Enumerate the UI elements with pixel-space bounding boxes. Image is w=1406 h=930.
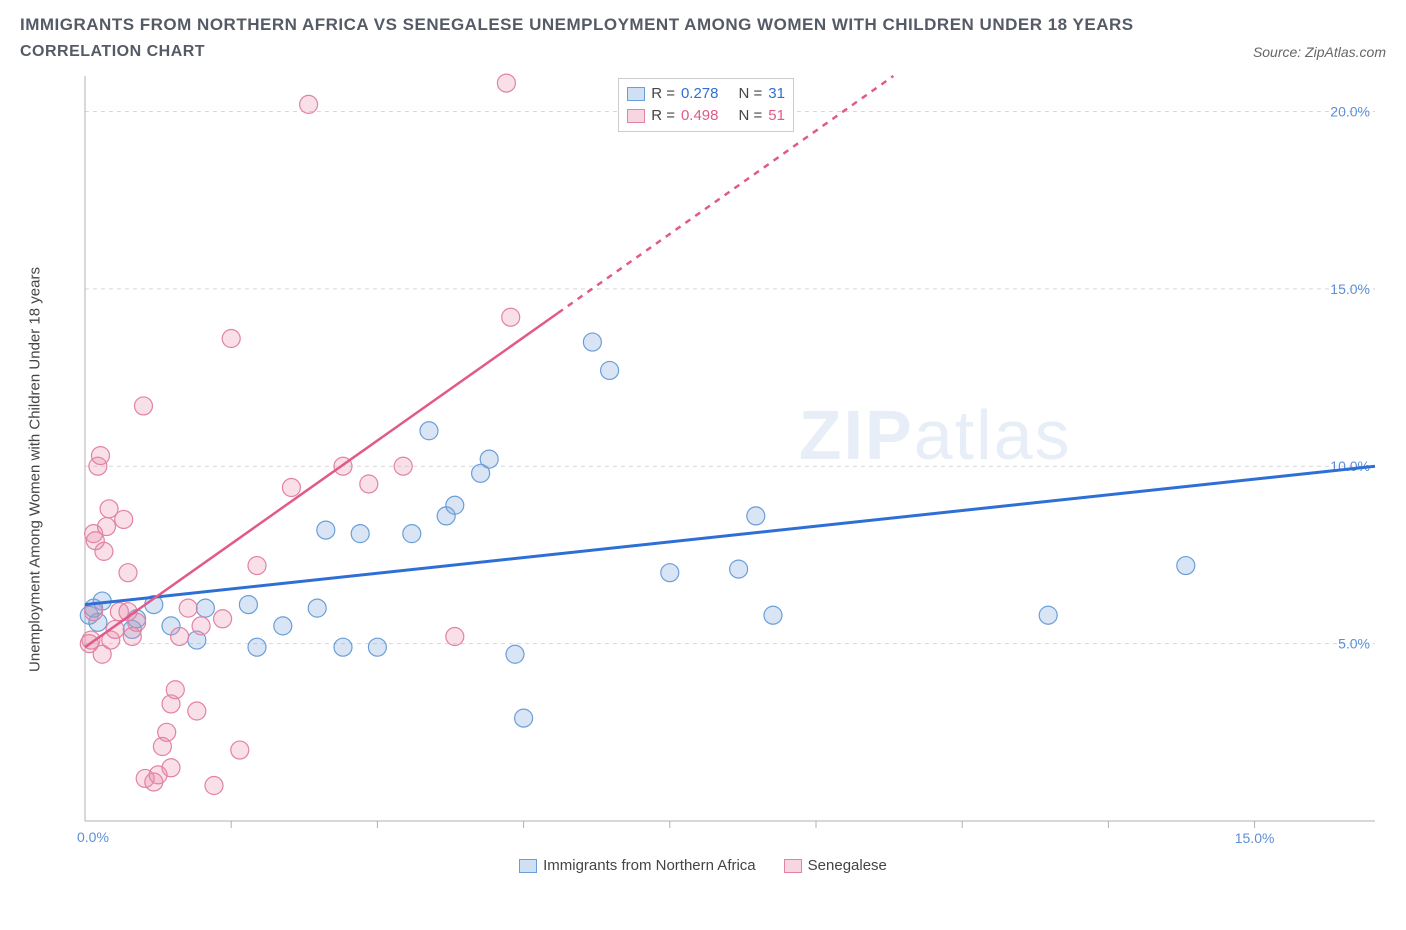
legend-r-label: R =	[651, 83, 675, 105]
data-point	[188, 702, 206, 720]
y-tick-label: 20.0%	[1330, 103, 1370, 119]
data-point	[98, 518, 116, 536]
data-point	[91, 447, 109, 465]
data-point	[179, 599, 197, 617]
data-point	[368, 638, 386, 656]
data-point	[239, 596, 257, 614]
data-point	[282, 479, 300, 497]
data-point	[446, 496, 464, 514]
series-name: Senegalese	[808, 857, 887, 874]
data-point	[274, 617, 292, 635]
data-point	[205, 777, 223, 795]
data-point	[308, 599, 326, 617]
data-point	[764, 606, 782, 624]
legend-swatch	[627, 109, 645, 123]
data-point	[196, 599, 214, 617]
x-origin-label: 0.0%	[77, 829, 109, 845]
legend-r-label: R =	[651, 105, 675, 127]
y-axis-label: Unemployment Among Women with Children U…	[27, 267, 44, 672]
series-name: Immigrants from Northern Africa	[543, 857, 756, 874]
series-legend: Immigrants from Northern Africa Senegales…	[20, 857, 1386, 874]
series-legend-item: Senegalese	[784, 857, 887, 874]
data-point	[248, 638, 266, 656]
legend-n-value: 51	[768, 105, 785, 127]
svg-text:15.0%: 15.0%	[1235, 830, 1275, 846]
data-point	[119, 564, 137, 582]
chart-title: IMMIGRANTS FROM NORTHERN AFRICA VS SENEG…	[20, 15, 1386, 35]
chart-subtitle: CORRELATION CHART	[20, 43, 205, 61]
data-point	[248, 557, 266, 575]
y-tick-label: 5.0%	[1338, 636, 1370, 652]
data-point	[502, 308, 520, 326]
data-point	[317, 521, 335, 539]
data-point	[480, 450, 498, 468]
legend-r-value: 0.278	[681, 83, 719, 105]
data-point	[95, 542, 113, 560]
data-point	[162, 759, 180, 777]
data-point	[394, 457, 412, 475]
scatter-chart: 5.0%10.0%15.0%20.0%15.0%	[70, 71, 1390, 851]
data-point	[166, 681, 184, 699]
data-point	[420, 422, 438, 440]
data-point	[351, 525, 369, 543]
data-point	[134, 397, 152, 415]
data-point	[192, 617, 210, 635]
data-point	[214, 610, 232, 628]
data-point	[446, 628, 464, 646]
data-point	[601, 361, 619, 379]
y-tick-label: 15.0%	[1330, 281, 1370, 297]
data-point	[1039, 606, 1057, 624]
data-point	[334, 638, 352, 656]
data-point	[661, 564, 679, 582]
legend-row: R = 0.498 N =51	[627, 105, 785, 127]
legend-row: R = 0.278 N =31	[627, 83, 785, 105]
chart-container: Unemployment Among Women with Children U…	[70, 71, 1386, 851]
data-point	[747, 507, 765, 525]
data-point	[360, 475, 378, 493]
series-legend-item: Immigrants from Northern Africa	[519, 857, 756, 874]
legend-r-value: 0.498	[681, 105, 719, 127]
data-point	[403, 525, 421, 543]
data-point	[300, 95, 318, 113]
legend-n-label: N =	[739, 105, 763, 127]
correlation-legend: R = 0.278 N =31 R = 0.498 N =51	[618, 78, 794, 132]
data-point	[506, 645, 524, 663]
data-point	[583, 333, 601, 351]
data-point	[115, 510, 133, 528]
subtitle-row: CORRELATION CHART Source: ZipAtlas.com	[20, 43, 1386, 61]
legend-swatch	[784, 859, 802, 873]
legend-swatch	[519, 859, 537, 873]
data-point	[171, 628, 189, 646]
data-point	[515, 709, 533, 727]
data-point	[231, 741, 249, 759]
data-point	[222, 330, 240, 348]
trend-line	[85, 466, 1375, 604]
source-label: Source: ZipAtlas.com	[1253, 44, 1386, 60]
legend-n-value: 31	[768, 83, 785, 105]
data-point	[730, 560, 748, 578]
data-point	[1177, 557, 1195, 575]
legend-swatch	[627, 87, 645, 101]
data-point	[497, 74, 515, 92]
legend-n-label: N =	[739, 83, 763, 105]
data-point	[158, 723, 176, 741]
